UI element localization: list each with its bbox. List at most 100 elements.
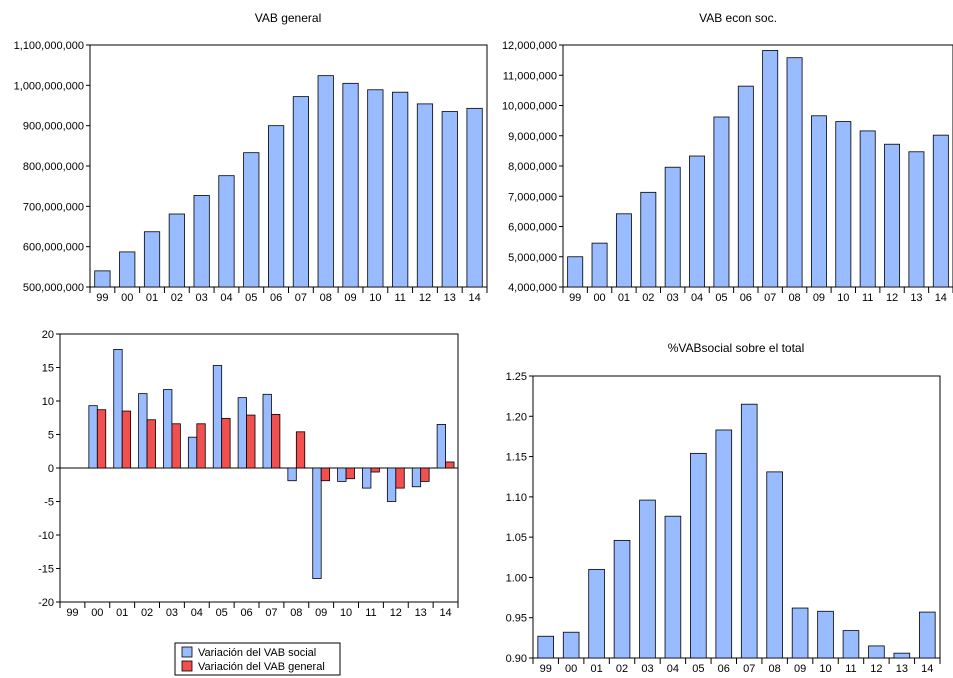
y-tick-label: -20	[38, 597, 54, 609]
bar	[690, 452, 707, 659]
x-tick-label: 13	[896, 663, 908, 675]
x-tick-label: 02	[141, 607, 153, 619]
bar	[268, 125, 285, 288]
x-tick-label: 06	[740, 292, 752, 304]
y-tick-label: -5	[44, 497, 54, 509]
bar	[613, 539, 631, 659]
x-tick-label: 11	[365, 607, 376, 619]
x-tick-label: 05	[715, 292, 727, 304]
bar-general	[196, 423, 206, 469]
y-tick-label: 20	[42, 329, 54, 341]
x-tick-label: 03	[641, 663, 653, 675]
x-tick-label: 05	[216, 607, 228, 619]
bar-general	[121, 410, 132, 469]
y-tick-label: 1,000,000,000	[14, 80, 84, 92]
bar-general	[370, 467, 380, 473]
x-tick-label: 11	[862, 292, 873, 304]
bar	[537, 635, 555, 659]
bar-social	[436, 424, 446, 469]
bar-social	[138, 393, 148, 469]
y-tick-label: 0.95	[506, 613, 527, 625]
y-tick-label: 600,000,000	[23, 242, 84, 254]
legend-label-general: Variación del VAB general	[198, 661, 325, 673]
bar	[664, 166, 681, 288]
x-tick-label: 04	[667, 663, 679, 675]
bar	[932, 134, 949, 288]
bar	[908, 151, 925, 288]
bar	[639, 499, 656, 659]
y-tick-label: 1,100,000,000	[14, 40, 84, 52]
x-tick-label: 10	[837, 292, 849, 304]
bar-general	[320, 467, 331, 482]
bar	[640, 191, 657, 288]
x-tick-label: 08	[788, 292, 800, 304]
legend-swatch-general	[181, 660, 193, 672]
bar-general	[221, 418, 231, 469]
bar	[893, 652, 911, 659]
x-tick-label: 01	[116, 607, 128, 619]
x-tick-label: 06	[718, 663, 730, 675]
x-tick-label: 12	[886, 292, 898, 304]
bar-social	[163, 389, 173, 469]
y-tick-label: -10	[38, 530, 54, 542]
y-tick-label: -15	[38, 564, 54, 576]
x-tick-label: 08	[769, 663, 781, 675]
y-tick-label: 15	[42, 363, 54, 375]
x-tick-label: 00	[593, 292, 605, 304]
legend-label-social: Variación del VAB social	[198, 647, 316, 659]
y-tick-label: 1.15	[506, 452, 527, 464]
bar	[591, 242, 608, 288]
y-tick-label: 800,000,000	[23, 161, 84, 173]
bar	[842, 630, 860, 659]
bar	[562, 631, 580, 659]
x-tick-label: 07	[764, 292, 776, 304]
x-tick-label: 02	[642, 292, 654, 304]
x-tick-label: 02	[616, 663, 628, 675]
y-tick-label: 1.25	[506, 371, 527, 383]
bar	[664, 515, 682, 659]
x-tick-label: 10	[369, 292, 381, 304]
bar	[441, 111, 458, 288]
y-tick-label: 1.10	[506, 492, 527, 504]
x-tick-label: 99	[540, 663, 552, 675]
bar	[119, 251, 136, 288]
bar	[367, 89, 384, 288]
bar	[466, 107, 483, 288]
y-tick-label: 5	[48, 430, 54, 442]
bar	[567, 256, 584, 288]
x-tick-label: 14	[468, 292, 480, 304]
bar	[94, 270, 111, 288]
x-tick-label: 12	[870, 663, 882, 675]
y-tick-label: 12,000,000	[502, 40, 557, 52]
bar	[689, 155, 706, 288]
vab-econ-soc-chart: VAB econ soc. 4,000,000 5,000,000 6,000,000…	[502, 11, 953, 304]
y-tick-label: 7,000,000	[508, 191, 557, 203]
x-tick-label: 03	[196, 292, 208, 304]
x-tick-label: 99	[569, 292, 581, 304]
bar-general	[445, 461, 455, 469]
bar	[615, 213, 632, 288]
bar-general	[395, 467, 405, 489]
y-tick-label: 1.00	[506, 572, 527, 584]
bar-general	[271, 413, 281, 469]
y-tick-label: 5,000,000	[508, 252, 557, 264]
bar	[810, 115, 827, 288]
x-tick-label: 10	[819, 663, 831, 675]
bar-social	[337, 467, 347, 482]
bar	[588, 568, 605, 659]
y-tick-label: 900,000,000	[23, 121, 84, 133]
x-tick-label: 13	[444, 292, 456, 304]
bar-general	[420, 467, 430, 482]
bar	[317, 75, 334, 288]
x-tick-label: 07	[295, 292, 307, 304]
bar-general	[295, 431, 306, 469]
bar-social	[386, 467, 397, 502]
vabsocial-percent-chart: %VABsocial sobre el total 0.90 0.95 1.00 1.0…	[506, 341, 941, 675]
x-tick-label: 04	[691, 292, 703, 304]
x-tick-label: 06	[270, 292, 282, 304]
vab-general-chart: VAB general 500,000,000 600,000,000 700,000…	[14, 11, 488, 304]
x-tick-label: 03	[667, 292, 679, 304]
x-tick-label: 11	[394, 292, 405, 304]
x-tick-label: 99	[96, 292, 108, 304]
